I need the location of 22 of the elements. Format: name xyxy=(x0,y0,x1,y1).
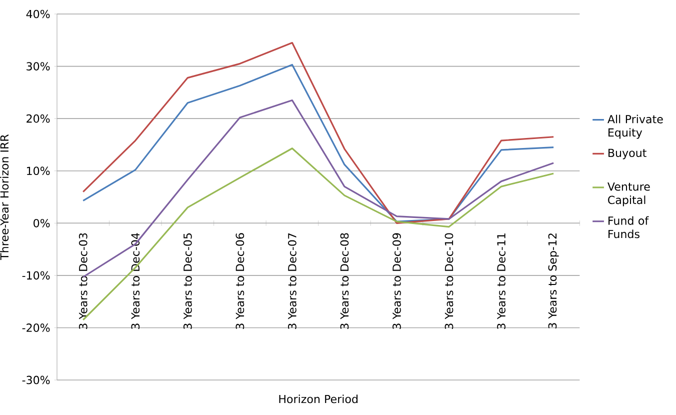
y-tick-label: -30% xyxy=(22,376,50,384)
y-tick-label: -10% xyxy=(22,271,50,280)
y-axis-title: Three-Year Horizon IRR xyxy=(0,134,9,260)
x-tick-label: 3 Years to Dec-05 xyxy=(183,233,192,329)
x-tick-label: 3 Years to Sep-12 xyxy=(548,234,559,328)
y-tick-label: 10% xyxy=(26,166,50,176)
y-tick-label: 30% xyxy=(26,62,50,70)
x-tick-label: 3 Years to Dec-10 xyxy=(444,233,454,329)
legend-label: Buyout xyxy=(608,148,646,160)
y-tick-label: 0% xyxy=(34,218,50,228)
legend-label: Venture Capital xyxy=(608,182,650,206)
x-tick-label: 3 Years to Dec-11 xyxy=(497,233,506,329)
legend-label: All Private Equity xyxy=(608,114,663,139)
x-tick-label: 3 Years to Dec-08 xyxy=(340,233,349,329)
y-tick-label: 20% xyxy=(26,114,50,123)
legend-label: Fund of Funds xyxy=(608,216,649,238)
y-tick-label: -20% xyxy=(22,324,50,332)
x-tick-label: 3 Years to Dec-07 xyxy=(288,233,296,329)
y-tick-label: 40% xyxy=(26,10,50,18)
x-axis-title: Horizon Period xyxy=(279,394,358,404)
x-tick-label: 3 Years to Dec-09 xyxy=(392,233,401,329)
x-tick-label: 3 Years to Dec-06 xyxy=(236,233,244,329)
